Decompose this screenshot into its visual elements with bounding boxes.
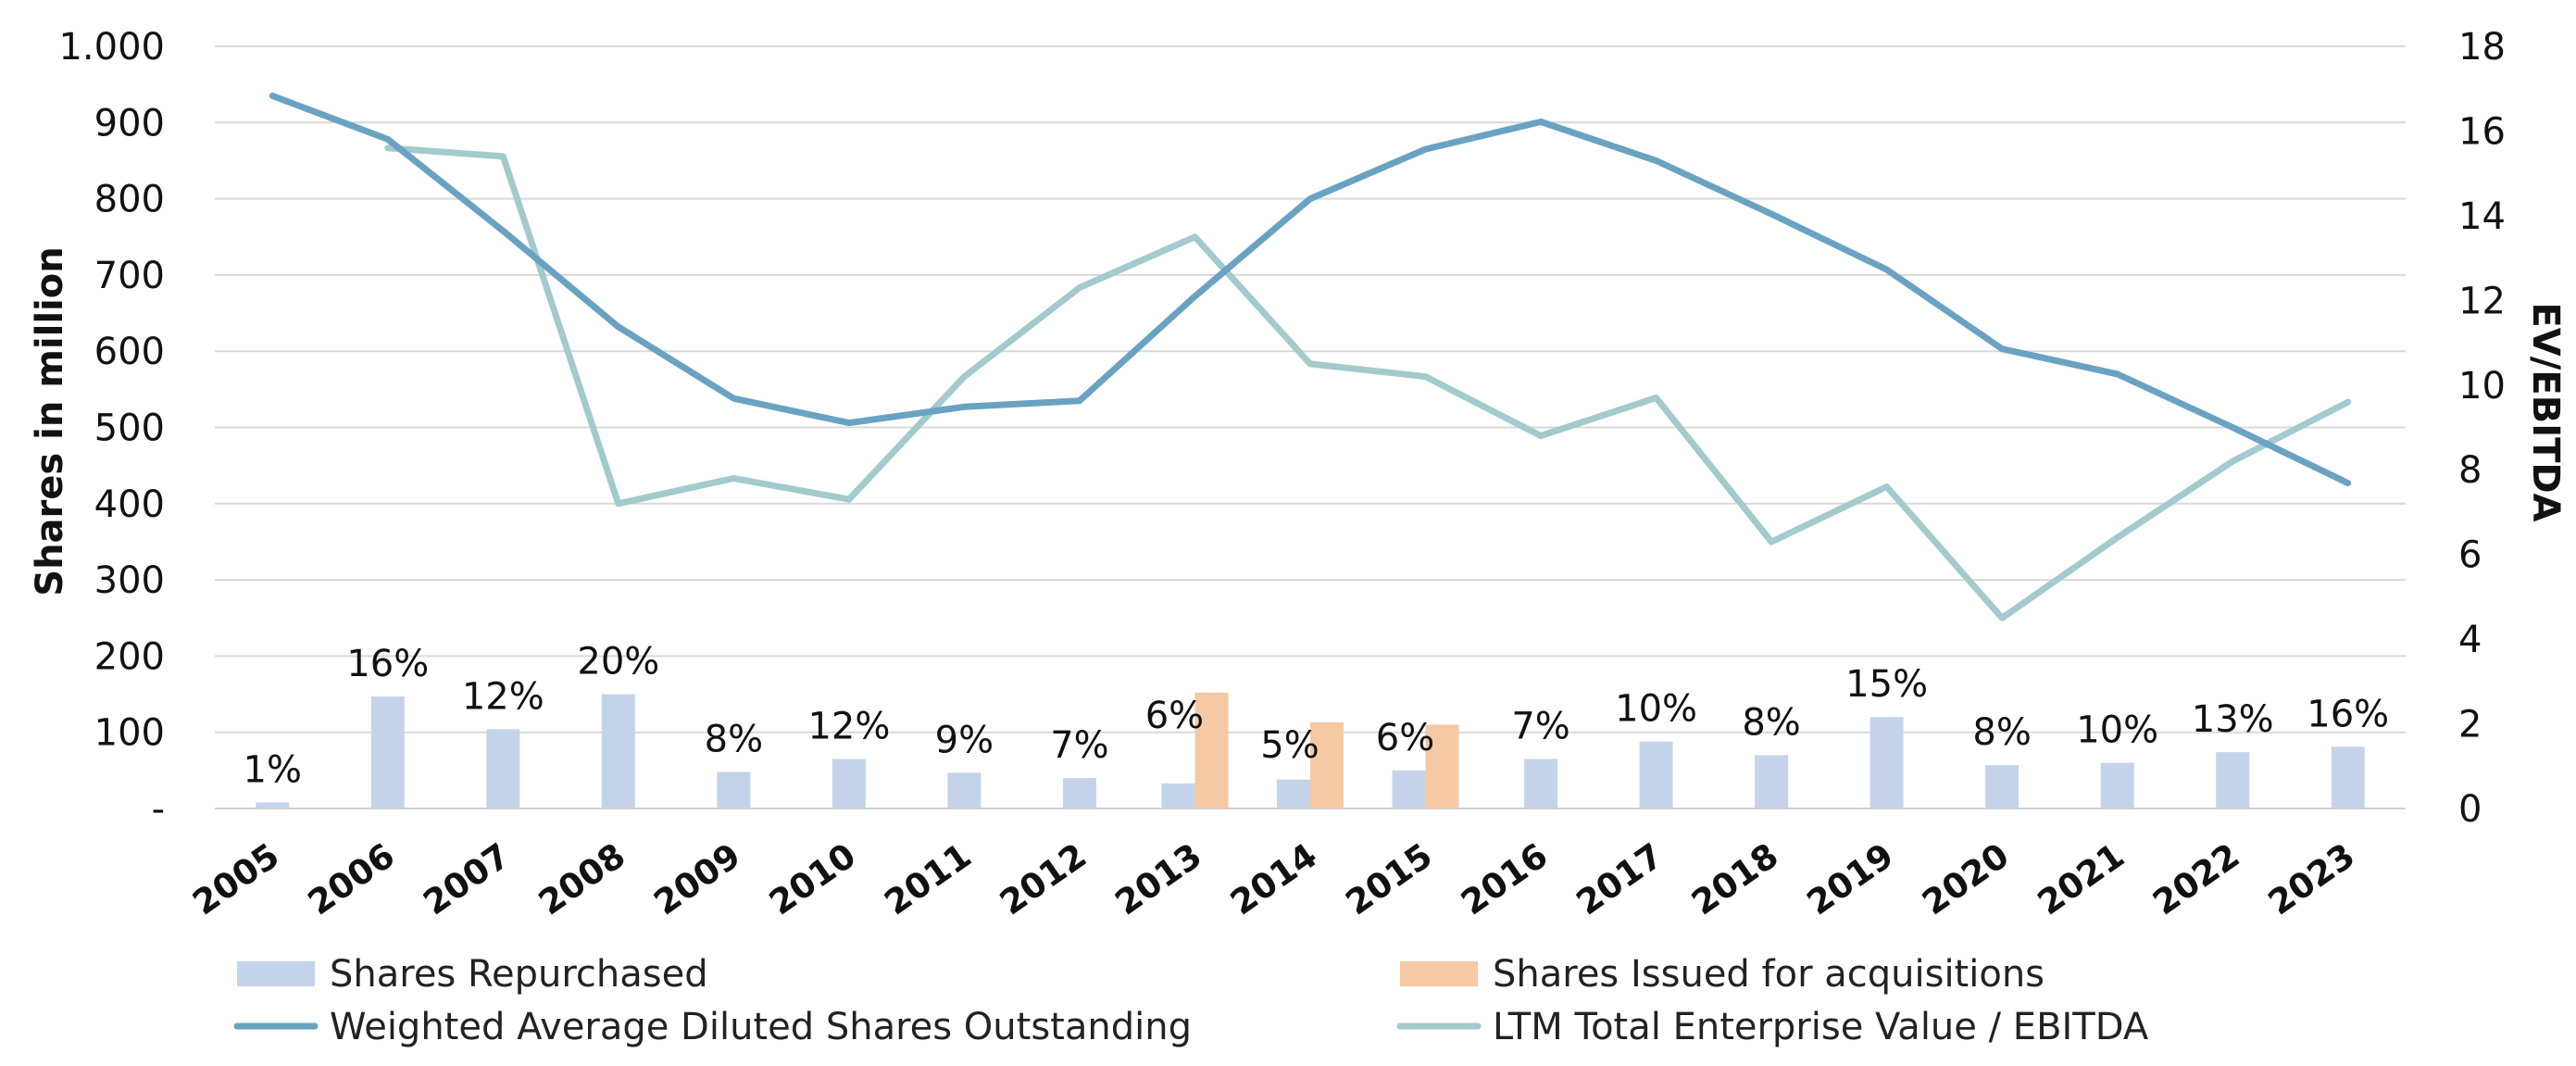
y-tick-label: 700 — [94, 255, 165, 297]
x-tick-label: 2023 — [2261, 835, 2362, 922]
percent-data-label: 10% — [2076, 709, 2158, 752]
bar-shares-repurchased — [1277, 779, 1310, 809]
x-tick-label: 2021 — [2031, 835, 2132, 922]
y-tick-label: 300 — [94, 559, 165, 602]
bar-shares-repurchased — [370, 696, 405, 809]
percent-data-label: 7% — [1050, 724, 1108, 767]
bar-shares-repurchased — [2100, 762, 2134, 809]
bar-shares-repurchased — [1161, 783, 1195, 809]
bar-shares-repurchased — [486, 729, 520, 809]
y-axis-title: Shares in million — [29, 246, 71, 596]
line-ev-ebitda — [384, 144, 2352, 621]
x-tick-label: 2010 — [762, 835, 863, 922]
y-tick-label: 900 — [94, 102, 165, 144]
y2-tick-label: 4 — [2458, 619, 2482, 661]
x-tick-label: 2013 — [1108, 835, 1209, 922]
percent-data-label: 20% — [577, 641, 659, 683]
bar-shares-issued — [1194, 692, 1229, 809]
x-tick-label: 2018 — [1684, 835, 1785, 922]
series-lines — [269, 93, 2352, 621]
bar-shares-repurchased — [1392, 770, 1426, 809]
percent-data-label: 8% — [1972, 711, 2031, 754]
legend-item-weighted-average-shares: Weighted Average Diluted Shares Outstand… — [330, 1006, 1192, 1048]
y2-tick-label: 8 — [2458, 449, 2482, 492]
bar-shares-repurchased — [1869, 717, 1904, 809]
percent-data-label: 5% — [1260, 724, 1319, 767]
percent-data-label: 6% — [1376, 717, 1434, 759]
x-tick-label: 2016 — [1454, 835, 1555, 922]
bar-shares-repurchased — [601, 694, 635, 809]
y2-tick-label: 10 — [2458, 365, 2506, 408]
percent-data-label: 13% — [2192, 698, 2274, 741]
legend-item-shares-issued: Shares Issued for acquisitions — [1493, 953, 2045, 996]
percent-data-label: 8% — [705, 718, 763, 760]
y2-tick-label: 16 — [2458, 110, 2506, 153]
y-tick-label: 1.000 — [58, 26, 165, 69]
legend-swatch — [237, 961, 315, 986]
y2-tick-label: 14 — [2458, 195, 2506, 238]
y-tick-label: 100 — [94, 712, 165, 755]
line-weighted-average-shares — [269, 93, 2352, 487]
percent-data-label: 15% — [1845, 663, 1928, 706]
bar-shares-repurchased — [1639, 741, 1673, 809]
x-tick-label: 2015 — [1339, 835, 1440, 922]
x-tick-label: 2020 — [1915, 835, 2016, 922]
x-tick-label: 2009 — [647, 835, 748, 922]
y2-tick-label: 12 — [2458, 280, 2506, 322]
y2-tick-label: 18 — [2458, 26, 2506, 69]
y-tick-label: 800 — [94, 179, 165, 221]
percent-data-label: 16% — [346, 643, 429, 685]
y2-tick-label: 0 — [2458, 788, 2482, 831]
x-tick-label: 2019 — [1800, 835, 1901, 922]
x-tick-label: 2011 — [878, 835, 979, 922]
bar-shares-repurchased — [947, 772, 982, 809]
x-tick-label: 2014 — [1223, 835, 1324, 922]
bar-shares-repurchased — [1755, 755, 1789, 809]
data-labels: 1% 16% 12% 20% 8% 12% 9% 7% 6% 5% 6% 7% 10% 8% 15% 8% 10… — [244, 641, 2390, 792]
percent-data-label: 12% — [807, 706, 890, 748]
legend: Shares Repurchased Shares Issued for acqu… — [233, 953, 2149, 1048]
y-tick-label: 200 — [94, 635, 165, 678]
x-tick-label: 2012 — [993, 835, 1094, 922]
percent-data-label: 16% — [2307, 693, 2389, 735]
bar-shares-repurchased — [717, 771, 751, 809]
bar-shares-repurchased — [832, 759, 866, 809]
bar-shares-repurchased — [256, 802, 290, 809]
bar-shares-repurchased — [2331, 746, 2365, 809]
x-tick-label: 2008 — [531, 835, 632, 922]
y-tick-label: 600 — [94, 331, 165, 373]
y2-axis-title: EV/EBITDA — [2524, 302, 2567, 521]
y-tick-label: - — [152, 788, 165, 831]
bar-shares-repurchased — [1985, 765, 2020, 809]
bar-shares-repurchased — [1524, 759, 1558, 809]
bar-shares-repurchased — [1062, 778, 1096, 809]
bar-shares-issued — [1310, 722, 1344, 809]
legend-swatch — [1400, 961, 1478, 986]
percent-data-label: 6% — [1145, 695, 1204, 737]
x-tick-label: 2017 — [1569, 835, 1670, 922]
percent-data-label: 9% — [935, 719, 994, 761]
x-tick-label: 2022 — [2145, 835, 2246, 922]
legend-item-shares-repurchased: Shares Repurchased — [330, 953, 708, 996]
y2-tick-label: 2 — [2458, 704, 2482, 746]
y-tick-label: 400 — [94, 483, 165, 526]
legend-item-ev-ebitda: LTM Total Enterprise Value / EBITDA — [1493, 1006, 2149, 1048]
x-tick-label: 2007 — [416, 835, 517, 922]
y-tick-label: 500 — [94, 408, 165, 450]
bar-shares-issued — [1425, 724, 1459, 809]
y2-tick-label: 6 — [2458, 534, 2482, 577]
x-tick-label: 2005 — [185, 835, 286, 922]
x-tick-label: 2006 — [301, 835, 402, 922]
bar-shares-repurchased — [2216, 752, 2250, 809]
percent-data-label: 1% — [244, 748, 302, 791]
percent-data-label: 12% — [462, 675, 544, 718]
bars — [256, 692, 2365, 809]
percent-data-label: 8% — [1742, 701, 1800, 744]
percent-data-label: 7% — [1511, 706, 1569, 748]
percent-data-label: 10% — [1615, 688, 1697, 731]
